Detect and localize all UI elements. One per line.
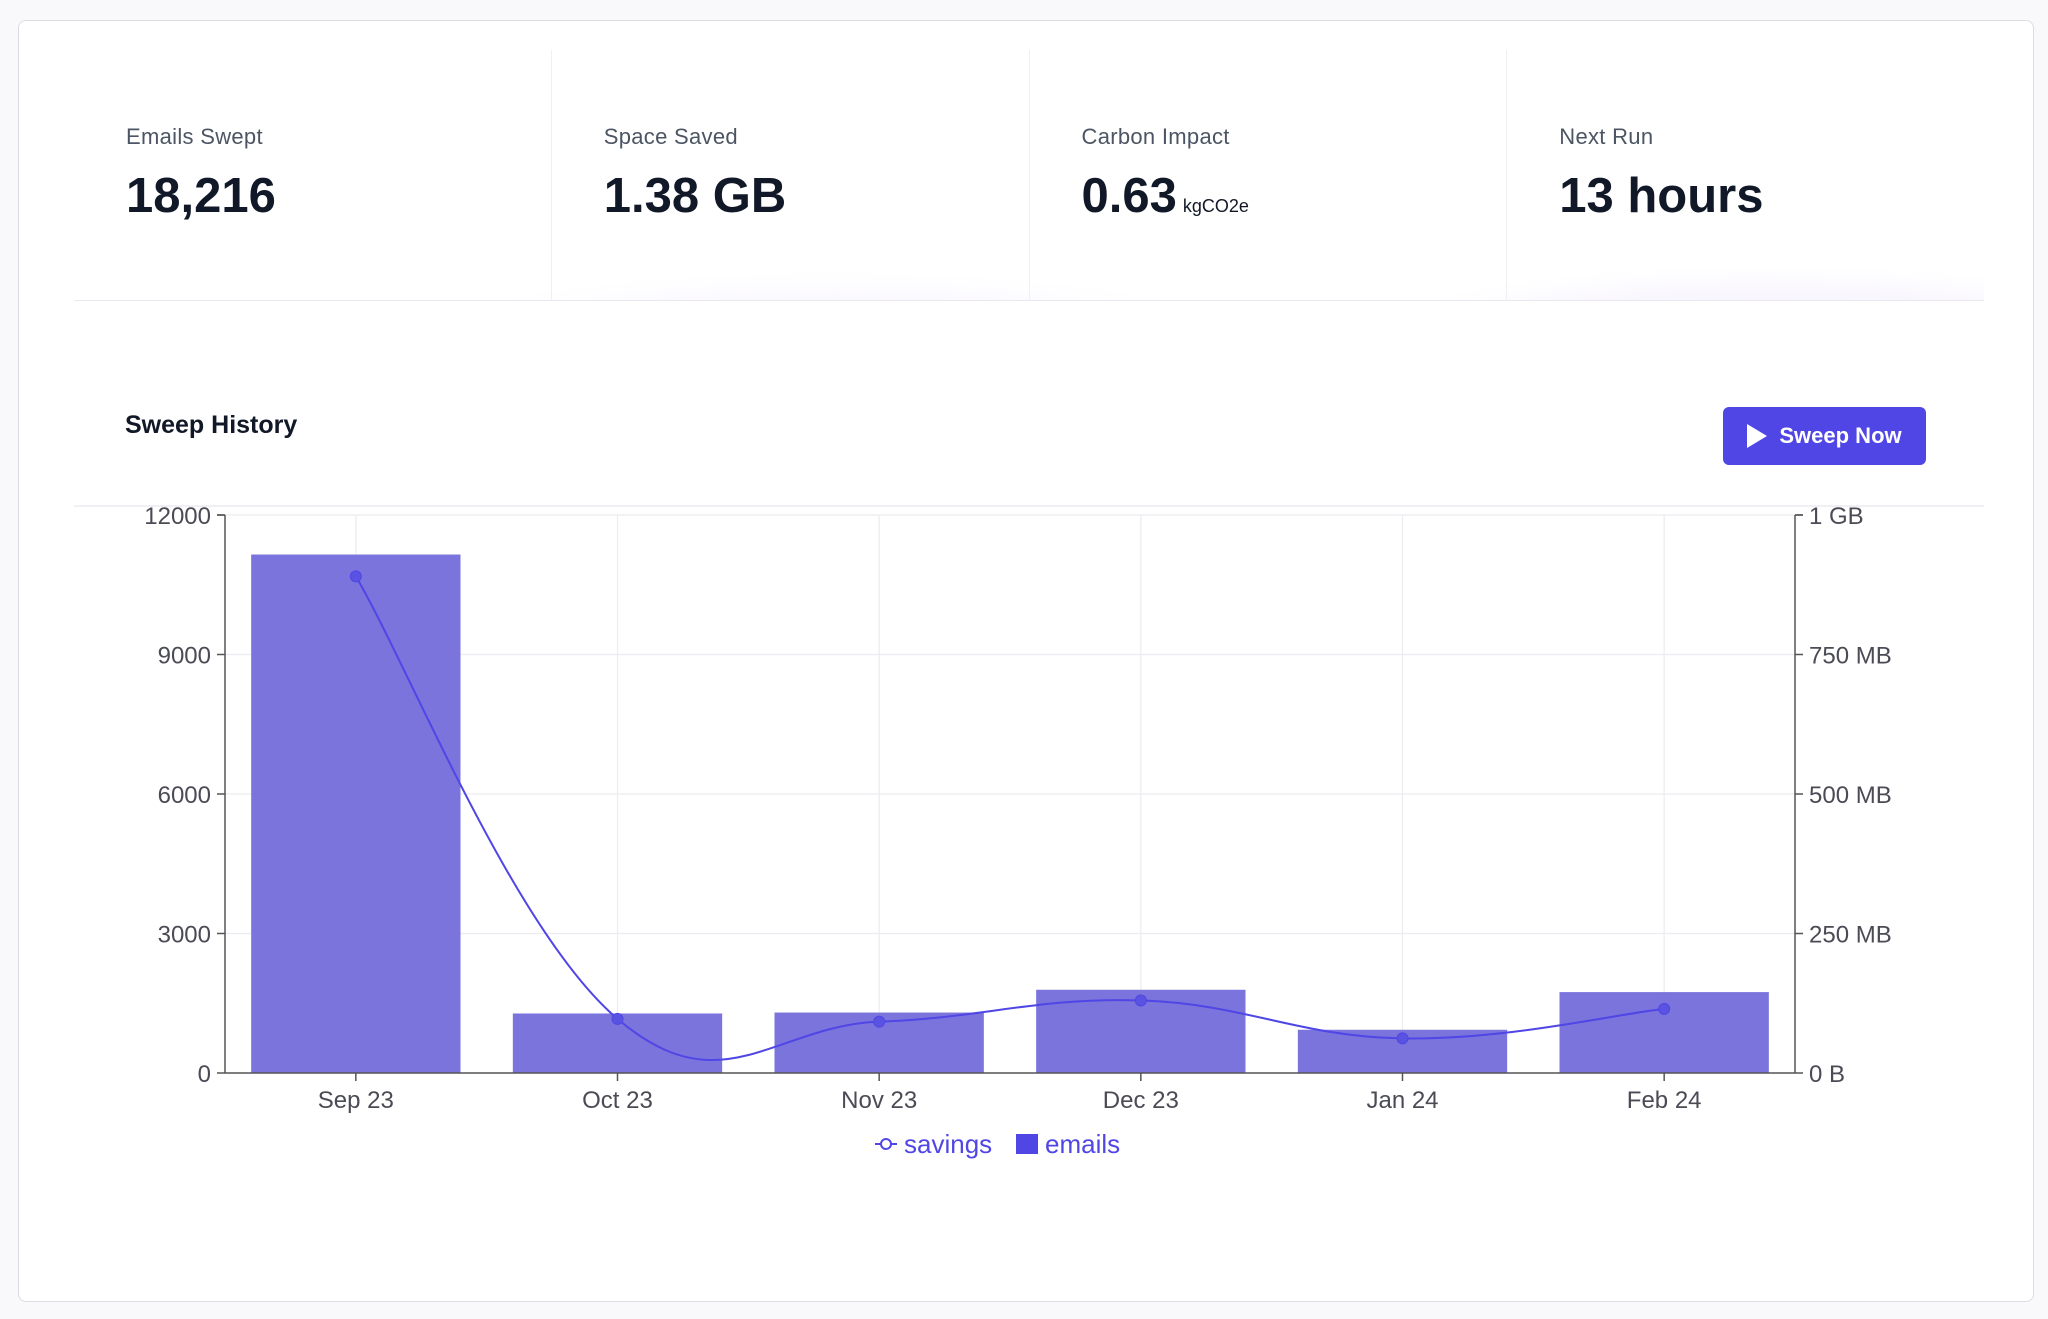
sweep-history-chart: 0 3000 6000 9000 12000 0 B 250 MB 500 MB 750 MB 1…	[144, 503, 1892, 1159]
stats-row: Emails Swept 18,216 Space Saved 1.38 GB …	[74, 50, 1984, 301]
y-right-tick-label: 1 GB	[1809, 503, 1864, 530]
x-tick-label: Oct 23	[582, 1087, 653, 1114]
stat-value-number: 13 hours	[1559, 169, 1764, 223]
savings-point	[1134, 994, 1147, 1007]
savings-point	[1658, 1002, 1671, 1015]
y-right-tick-label: 750 MB	[1809, 643, 1892, 670]
x-tick-label: Feb 24	[1627, 1087, 1702, 1114]
dashboard-card: Emails Swept 18,216 Space Saved 1.38 GB …	[18, 20, 2034, 1302]
legend-emails-swatch	[1016, 1134, 1038, 1154]
y-right-tick-label: 500 MB	[1809, 782, 1892, 809]
y-left-tick-label: 9000	[158, 643, 211, 670]
savings-point	[611, 1012, 624, 1025]
y-right-tick-label: 0 B	[1809, 1061, 1845, 1088]
stat-label: Carbon Impact	[1081, 124, 1230, 149]
savings-point	[873, 1015, 886, 1028]
stat-value-number: 1.38 GB	[603, 169, 787, 223]
play-icon	[1747, 424, 1768, 448]
stat-value-number: 18,216	[126, 169, 276, 223]
bar-emails	[251, 554, 461, 1073]
savings-point	[1396, 1032, 1409, 1045]
stat-label: Next Run	[1559, 124, 1654, 149]
stat-label: Emails Swept	[126, 124, 263, 149]
savings-point	[349, 570, 362, 583]
chart-legend: savings emails	[875, 1129, 1120, 1159]
stat-value: 0.63 kgCO2e	[1082, 168, 1249, 224]
stat-next-run: Next Run 13 hours	[1507, 50, 1984, 300]
stat-carbon-impact: Carbon Impact 0.63 kgCO2e	[1030, 50, 1508, 300]
x-tick-label: Sep 23	[318, 1087, 394, 1114]
stat-value-number: 0.63	[1081, 169, 1177, 223]
stat-emails-swept: Emails Swept 18,216	[74, 50, 552, 300]
stat-unit: kgCO2e	[1182, 196, 1249, 216]
section-divider	[74, 505, 1984, 507]
stat-value: 1.38 GB	[604, 168, 786, 224]
legend-savings-label: savings	[904, 1129, 992, 1159]
y-right-tick-label: 250 MB	[1809, 922, 1892, 949]
stat-value: 13 hours	[1559, 168, 1763, 224]
x-tick-label: Dec 23	[1103, 1087, 1179, 1114]
sweep-now-label: Sweep Now	[1779, 423, 1902, 448]
stat-label: Space Saved	[603, 124, 738, 149]
savings-line	[354, 575, 1665, 1061]
y-left-tick-label: 12000	[144, 503, 211, 530]
stat-space-saved: Space Saved 1.38 GB	[552, 50, 1030, 300]
x-tick-label: Nov 23	[841, 1087, 917, 1114]
section-title: Sweep History	[125, 411, 298, 439]
stat-value: 18,216	[126, 168, 276, 224]
legend-savings-marker	[880, 1138, 892, 1150]
x-tick-label: Jan 24	[1366, 1087, 1438, 1114]
sweep-now-button[interactable]: Sweep Now	[1723, 407, 1926, 465]
y-left-tick-label: 3000	[158, 922, 211, 949]
legend-emails-label: emails	[1045, 1129, 1120, 1159]
y-left-tick-label: 0	[198, 1061, 211, 1088]
y-left-tick-label: 6000	[158, 782, 211, 809]
